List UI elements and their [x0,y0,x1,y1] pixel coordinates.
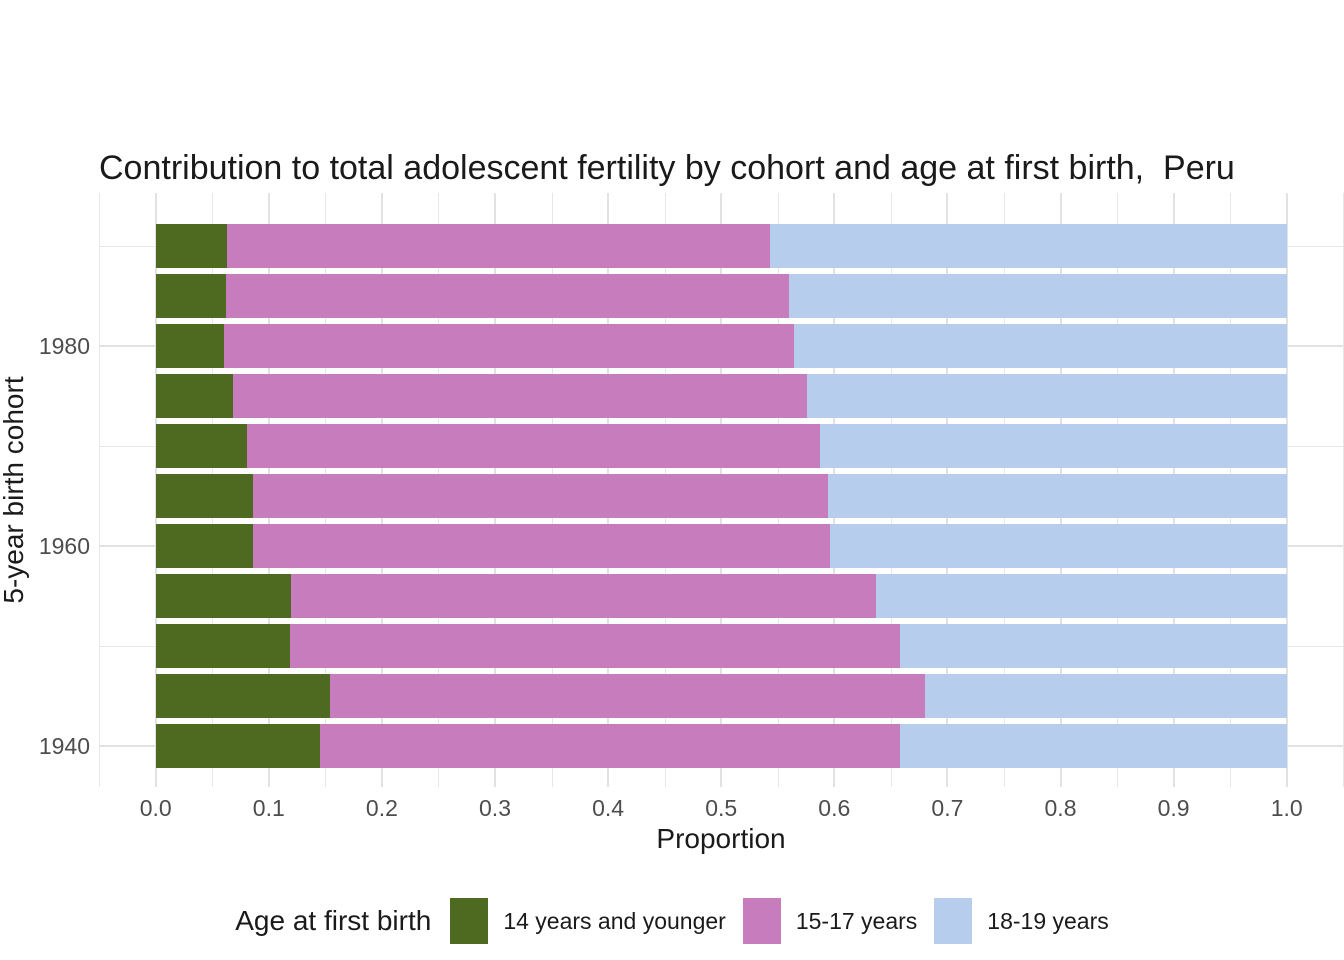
bar-segment-14-years-and-younger [155,574,292,618]
bar-segment-14-years-and-younger [155,224,227,268]
bar-segment-18-19-years [807,374,1287,418]
legend-label: 18-19 years [987,907,1109,934]
bar-segment-14-years-and-younger [155,274,226,318]
bar-segment-15-17-years [232,374,808,418]
bar-segment-18-19-years [876,574,1287,618]
legend-label: 15-17 years [795,907,918,934]
bar-row-cohort-1980 [155,324,1287,368]
bar-segment-14-years-and-younger [155,474,253,518]
gridline-vertical-minor [99,193,101,787]
x-tick-label-0.0: 0.0 [139,795,172,821]
x-axis-tick-labels: 0.0 0.1 0.2 0.3 0.4 0.5 0.6 0.7 0.8 0.9 1.0 [99,795,1343,825]
bar-segment-14-years-and-younger [155,324,224,368]
bar-segment-18-19-years [769,224,1287,268]
bar-segment-15-17-years [329,674,925,718]
bar-row-cohort-1960 [155,524,1287,568]
bar-segment-14-years-and-younger [155,424,248,468]
bar-segment-15-17-years [290,624,900,668]
bar-segment-18-19-years [924,674,1287,718]
plot-panel [99,193,1344,787]
x-tick-label-0.6: 0.6 [818,795,851,821]
bar-row-cohort-1970 [155,424,1287,468]
bar-segment-18-19-years [793,324,1287,368]
x-tick-label-0.8: 0.8 [1044,795,1077,821]
bar-segment-15-17-years [226,224,770,268]
bar-row-cohort-1975 [155,374,1287,418]
bar-row-cohort-1965 [155,474,1287,518]
bar-segment-18-19-years [899,724,1287,768]
bar-segment-18-19-years [819,424,1287,468]
bar-segment-15-17-years [252,524,830,568]
legend-item-14-years-and-younger: 14 years and younger [450,898,726,944]
legend: Age at first birth 14 years and younger 1… [0,893,1344,949]
bar-segment-15-17-years [291,574,877,618]
bar-segment-14-years-and-younger [155,524,253,568]
y-tick-label-1960: 1960 [38,533,90,559]
bar-segment-14-years-and-younger [155,624,291,668]
bar-segment-15-17-years [252,474,828,518]
y-axis-tick-labels: 1980 1960 1940 [0,193,90,787]
x-tick-label-0.4: 0.4 [592,795,625,821]
x-tick-label-0.9: 0.9 [1157,795,1190,821]
y-tick-label-1980: 1980 [38,333,90,359]
x-tick-label-0.7: 0.7 [931,795,964,821]
bar-segment-14-years-and-younger [155,374,233,418]
bar-row-cohort-1985 [155,274,1287,318]
bar-segment-14-years-and-younger [155,724,320,768]
gridline-vertical-major [1285,193,1288,787]
bar-segment-18-19-years [899,624,1287,668]
x-axis-title: Proportion [656,823,786,854]
bar-segment-18-19-years [789,274,1287,318]
bar-row-cohort-1950 [155,624,1287,668]
y-tick-label-1940: 1940 [38,733,90,759]
x-tick-label-0.2: 0.2 [365,795,398,821]
bar-segment-15-17-years [223,324,794,368]
legend-title: Age at first birth [235,905,432,936]
bars-layer [99,193,1343,787]
x-tick-label-0.3: 0.3 [479,795,511,821]
bar-row-cohort-1940 [155,724,1287,768]
bar-segment-15-17-years [319,724,900,768]
x-tick-label-0.1: 0.1 [252,795,285,821]
bar-segment-18-19-years [829,524,1287,568]
bar-segment-15-17-years [225,274,790,318]
bar-row-cohort-1955 [155,574,1287,618]
bar-row-cohort-1945 [155,674,1287,718]
bar-segment-15-17-years [247,424,820,468]
legend-item-15-17-years: 15-17 years [742,898,918,944]
legend-items: 14 years and younger 15-17 years 18-19 yea… [450,898,1109,944]
bar-segment-18-19-years [827,474,1287,518]
x-tick-label-1.0: 1.0 [1270,795,1303,821]
legend-label: 14 years and younger [503,907,726,934]
chart-title: Contribution to total adolescent fertili… [99,149,1235,187]
bar-row-cohort-1990 [155,224,1287,268]
legend-swatch-icon [934,898,973,944]
legend-swatch-icon [742,898,781,944]
bar-segment-14-years-and-younger [155,674,330,718]
x-tick-label-0.5: 0.5 [705,795,738,821]
legend-item-18-19-years: 18-19 years [934,898,1109,944]
legend-swatch-icon [450,898,489,944]
